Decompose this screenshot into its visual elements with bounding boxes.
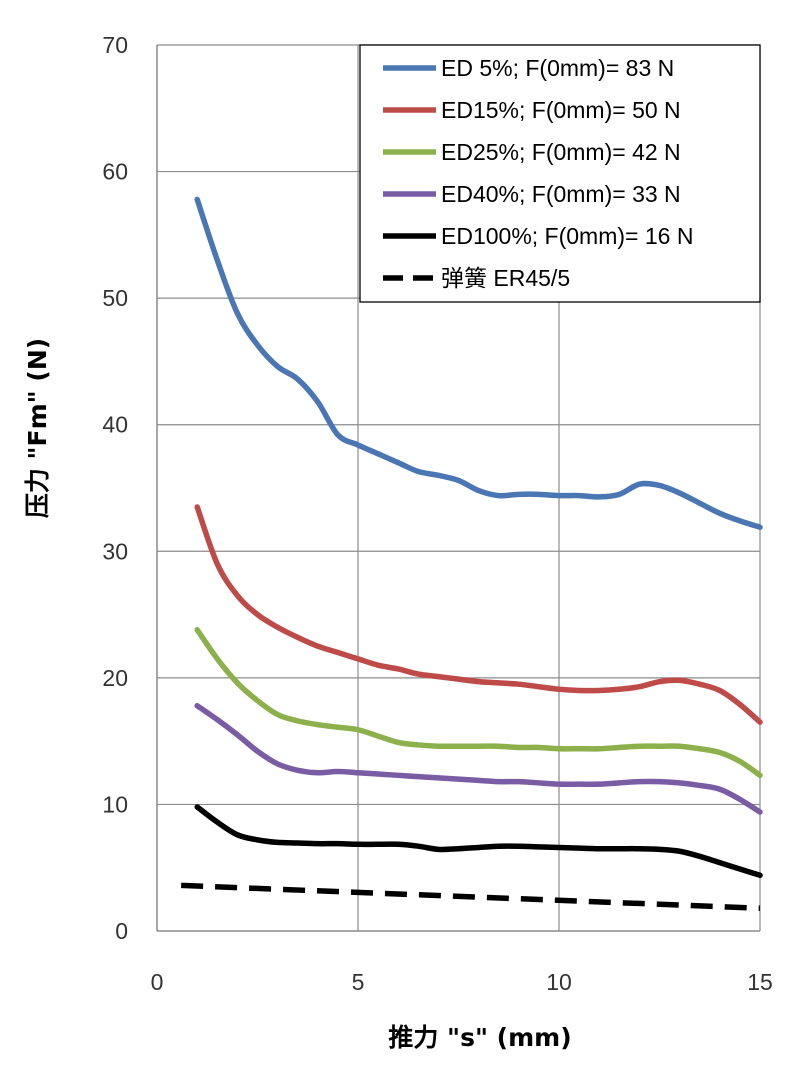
y-tick-label: 0 [115,918,128,944]
series-line-5 [194,804,763,879]
legend-box [359,44,761,303]
x-tick-label: 0 [151,969,164,995]
tick-labels: 0 10 20 30 40 50 60 70 0 5 10 15 [102,32,772,995]
series-line-1 [194,196,763,530]
series-line-4 [194,702,763,815]
series-lines [181,196,763,911]
x-tick-label: 15 [747,969,773,995]
x-axis-title: 推力 "s" (mm) [388,1023,571,1052]
x-tick-label: 5 [352,969,365,995]
y-axis-title: 压力 "Fm" (N) [23,338,52,518]
x-tick-label: 10 [546,969,572,995]
series-line-2 [194,504,763,725]
legend-label: ED40%; F(0mm)= 33 N [441,181,681,207]
series-line-6 [181,882,761,911]
y-tick-label: 50 [102,285,128,311]
legend-label: ED 5%; F(0mm)= 83 N [441,55,674,81]
y-tick-label: 20 [102,665,128,691]
y-tick-label: 30 [102,538,128,564]
y-tick-label: 10 [102,791,128,817]
legend-label: ED15%; F(0mm)= 50 N [441,97,681,123]
legend-label: 弹簧 ER45/5 [441,265,570,291]
series-line-3 [194,627,763,779]
axes [156,45,760,932]
y-tick-label: 60 [102,159,128,185]
y-tick-label: 40 [102,412,128,438]
legend-label: ED25%; F(0mm)= 42 N [441,139,681,165]
legend-label: ED100%; F(0mm)= 16 N [441,223,693,249]
legend: ED 5%; F(0mm)= 83 N ED15%; F(0mm)= 50 N ED… [359,44,761,303]
y-tick-label: 70 [102,32,128,58]
